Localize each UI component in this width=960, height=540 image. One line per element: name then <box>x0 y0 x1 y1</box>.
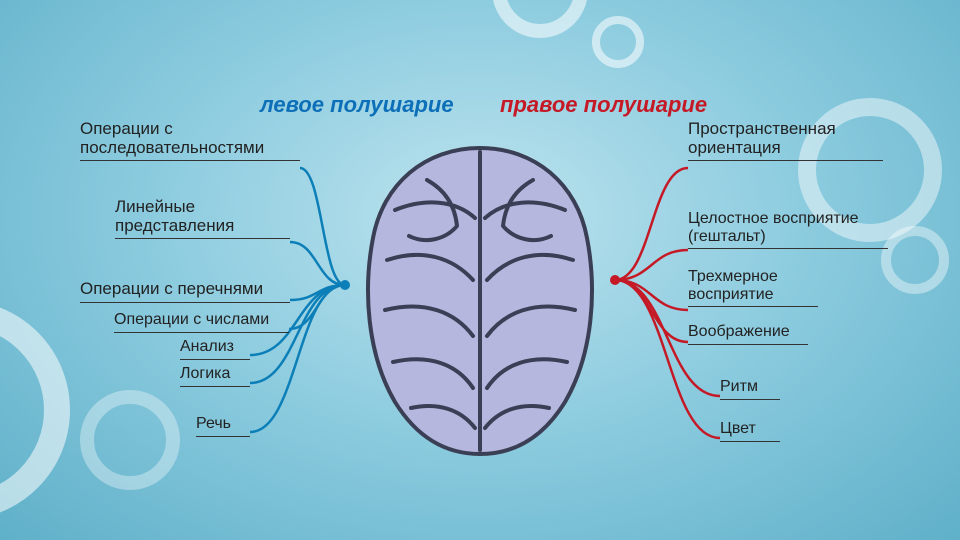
item-underline <box>720 399 780 400</box>
left-item-4: Анализ <box>180 338 240 356</box>
right-connector-1 <box>615 250 688 280</box>
right-connector-3 <box>615 280 688 342</box>
item-underline <box>180 386 250 387</box>
item-underline <box>688 160 883 161</box>
item-underline <box>196 436 250 437</box>
left-item-6: Речь <box>196 415 241 433</box>
left-connector-5 <box>250 285 345 383</box>
right-item-1: Целостное восприятие (гештальт) <box>688 210 888 245</box>
left-connector-2 <box>290 285 345 300</box>
left-connector-3 <box>289 285 345 329</box>
left-item-3: Операции с числами <box>114 311 289 329</box>
brain-illustration <box>345 140 615 465</box>
left-item-0: Операции с последовательностями <box>80 120 295 157</box>
left-connector-1 <box>290 242 345 285</box>
right-item-0: Пространственная ориентация <box>688 120 883 157</box>
right-item-5: Цвет <box>720 420 770 438</box>
left-connector-6 <box>250 285 345 432</box>
diagram-stage: левое полушарие правое полушарие Операци… <box>0 0 960 540</box>
deco-ring <box>592 16 644 68</box>
right-connector-2 <box>615 280 688 310</box>
right-connector-0 <box>615 168 688 280</box>
left-item-5: Логика <box>180 365 240 383</box>
left-connector-0 <box>300 168 345 285</box>
deco-ring <box>0 300 70 520</box>
left-item-1: Линейные представления <box>115 198 290 235</box>
item-underline <box>688 306 818 307</box>
item-underline <box>180 359 250 360</box>
deco-ring <box>492 0 588 38</box>
right-item-3: Воображение <box>688 323 808 341</box>
item-underline <box>115 238 290 239</box>
item-underline <box>688 248 888 249</box>
left-item-2: Операции с перечнями <box>80 280 290 299</box>
right-hemisphere-title: правое полушарие <box>500 92 707 118</box>
item-underline <box>114 332 289 333</box>
right-connector-5 <box>615 280 720 438</box>
deco-ring <box>80 390 180 490</box>
left-hemisphere-title: левое полушарие <box>260 92 454 118</box>
item-underline <box>720 441 780 442</box>
item-underline <box>688 344 808 345</box>
item-underline <box>80 160 300 161</box>
item-underline <box>80 302 290 303</box>
right-item-4: Ритм <box>720 378 770 396</box>
right-item-2: Трехмерное восприятие <box>688 268 818 303</box>
deco-ring <box>881 226 949 294</box>
